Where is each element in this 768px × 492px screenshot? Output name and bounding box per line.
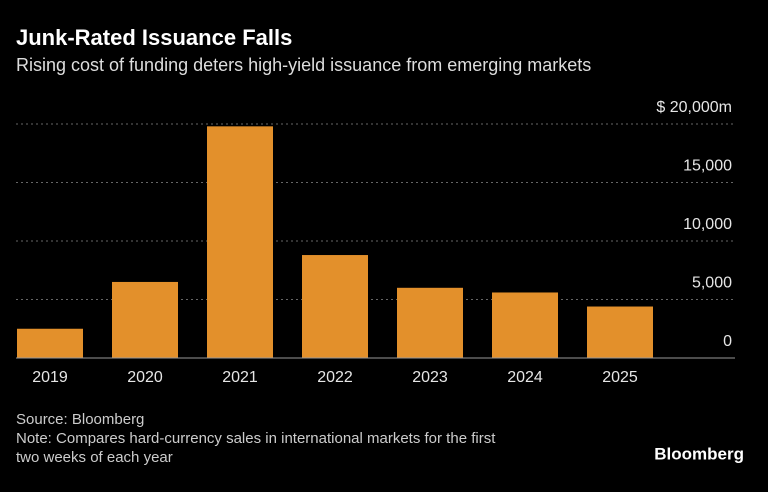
bar — [112, 281, 178, 358]
bar — [302, 255, 368, 358]
y-tick-label: 0 — [723, 333, 732, 350]
note: two weeks of each year — [16, 449, 173, 466]
y-tick-label: 15,000 — [683, 158, 732, 175]
bar — [587, 306, 653, 358]
y-tick-label: 5,000 — [692, 275, 732, 292]
x-tick-label: 2022 — [317, 369, 353, 386]
x-tick-label: 2019 — [32, 369, 68, 386]
brand: Bloomberg — [654, 444, 744, 463]
x-tick-label: 2024 — [507, 369, 543, 386]
y-tick-label: $ 20,000m — [656, 99, 732, 116]
chart-title: Junk-Rated Issuance Falls — [16, 25, 292, 50]
bar — [492, 292, 558, 358]
x-tick-label: 2020 — [127, 369, 163, 386]
x-tick-label: 2021 — [222, 369, 258, 386]
bar — [397, 287, 463, 358]
source: Source: Bloomberg — [16, 411, 144, 428]
bar — [207, 126, 273, 358]
x-tick-label: 2023 — [412, 369, 448, 386]
y-tick-label: 10,000 — [683, 216, 732, 233]
chart-subtitle: Rising cost of funding deters high-yield… — [16, 55, 591, 75]
bar — [17, 328, 83, 358]
note: Note: Compares hard-currency sales in in… — [16, 430, 496, 447]
x-tick-label: 2025 — [602, 369, 638, 386]
